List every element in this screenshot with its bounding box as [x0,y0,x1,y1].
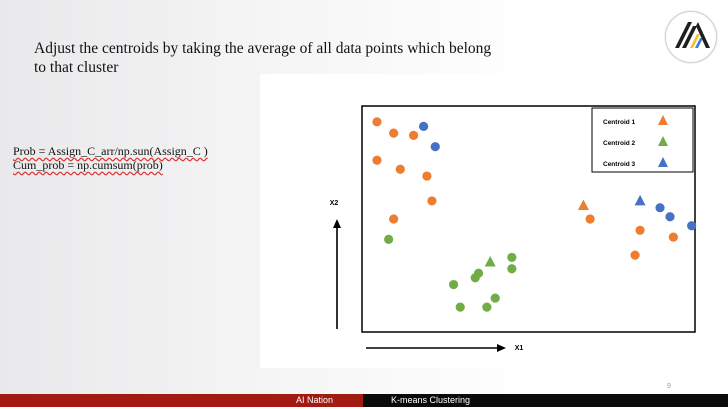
centroid-marker [634,194,646,206]
kmeans-figure: X2 X1 Centroid 1 Centroid 2 Centroid 3 [260,74,719,368]
footer-left-band [0,394,363,407]
y-axis-arrowhead [333,219,341,228]
data-point [389,214,399,224]
data-point [655,203,665,213]
data-point [372,155,382,165]
data-point [419,121,429,131]
legend-triangle-marker [658,157,668,167]
data-point [585,214,595,224]
y-axis-label: X2 [330,200,339,207]
legend-triangle-marker [658,136,668,146]
scatter-chart: X2 X1 Centroid 1 Centroid 2 Centroid 3 [330,105,697,352]
footer-right-band [363,394,728,407]
data-point [507,264,517,274]
data-point [665,212,675,222]
centroid-marker [577,199,589,210]
x-axis-arrowhead [497,344,506,352]
data-point [635,225,645,235]
data-point [668,232,678,242]
legend-label: Centroid 2 [603,140,636,147]
footer-org-label: AI Nation [296,395,334,405]
code-snippet: Prob = Assign_C_arr/np.sun(Assign_C ) Cu… [13,144,253,172]
data-point [490,293,500,303]
data-point [389,128,399,138]
data-point [384,234,394,244]
data-point [687,221,697,231]
footer-bar: AI Nation K-means Clustering [0,394,728,409]
legend-triangle-marker [658,115,668,125]
data-point [470,273,480,283]
slide-title: Adjust the centroids by taking the avera… [34,40,492,76]
code-line-prob: Prob = Assign_C_arr/np.sun(Assign_C ) [13,144,208,158]
plot-frame [361,105,696,333]
data-point [430,142,440,152]
data-point [409,130,419,140]
data-point [448,279,459,290]
footer-topic-label: K-means Clustering [391,395,471,405]
centroid-marker [484,255,496,267]
slide-number: 9 [667,383,671,390]
data-point [395,164,405,174]
data-point [630,250,640,260]
code-line-cum-prob: Cum_prob = np.cumsum(prob) [13,158,163,172]
x-axis-label: X1 [515,345,524,352]
ai-nation-logo-icon [665,11,717,63]
legend-label: Centroid 3 [603,161,636,168]
data-point [455,302,465,312]
legend-box [591,107,694,173]
data-point [422,171,432,181]
data-point [507,252,517,263]
data-point [427,196,437,206]
data-point [482,302,492,312]
legend-label: Centroid 1 [603,119,636,126]
data-point [372,117,382,127]
